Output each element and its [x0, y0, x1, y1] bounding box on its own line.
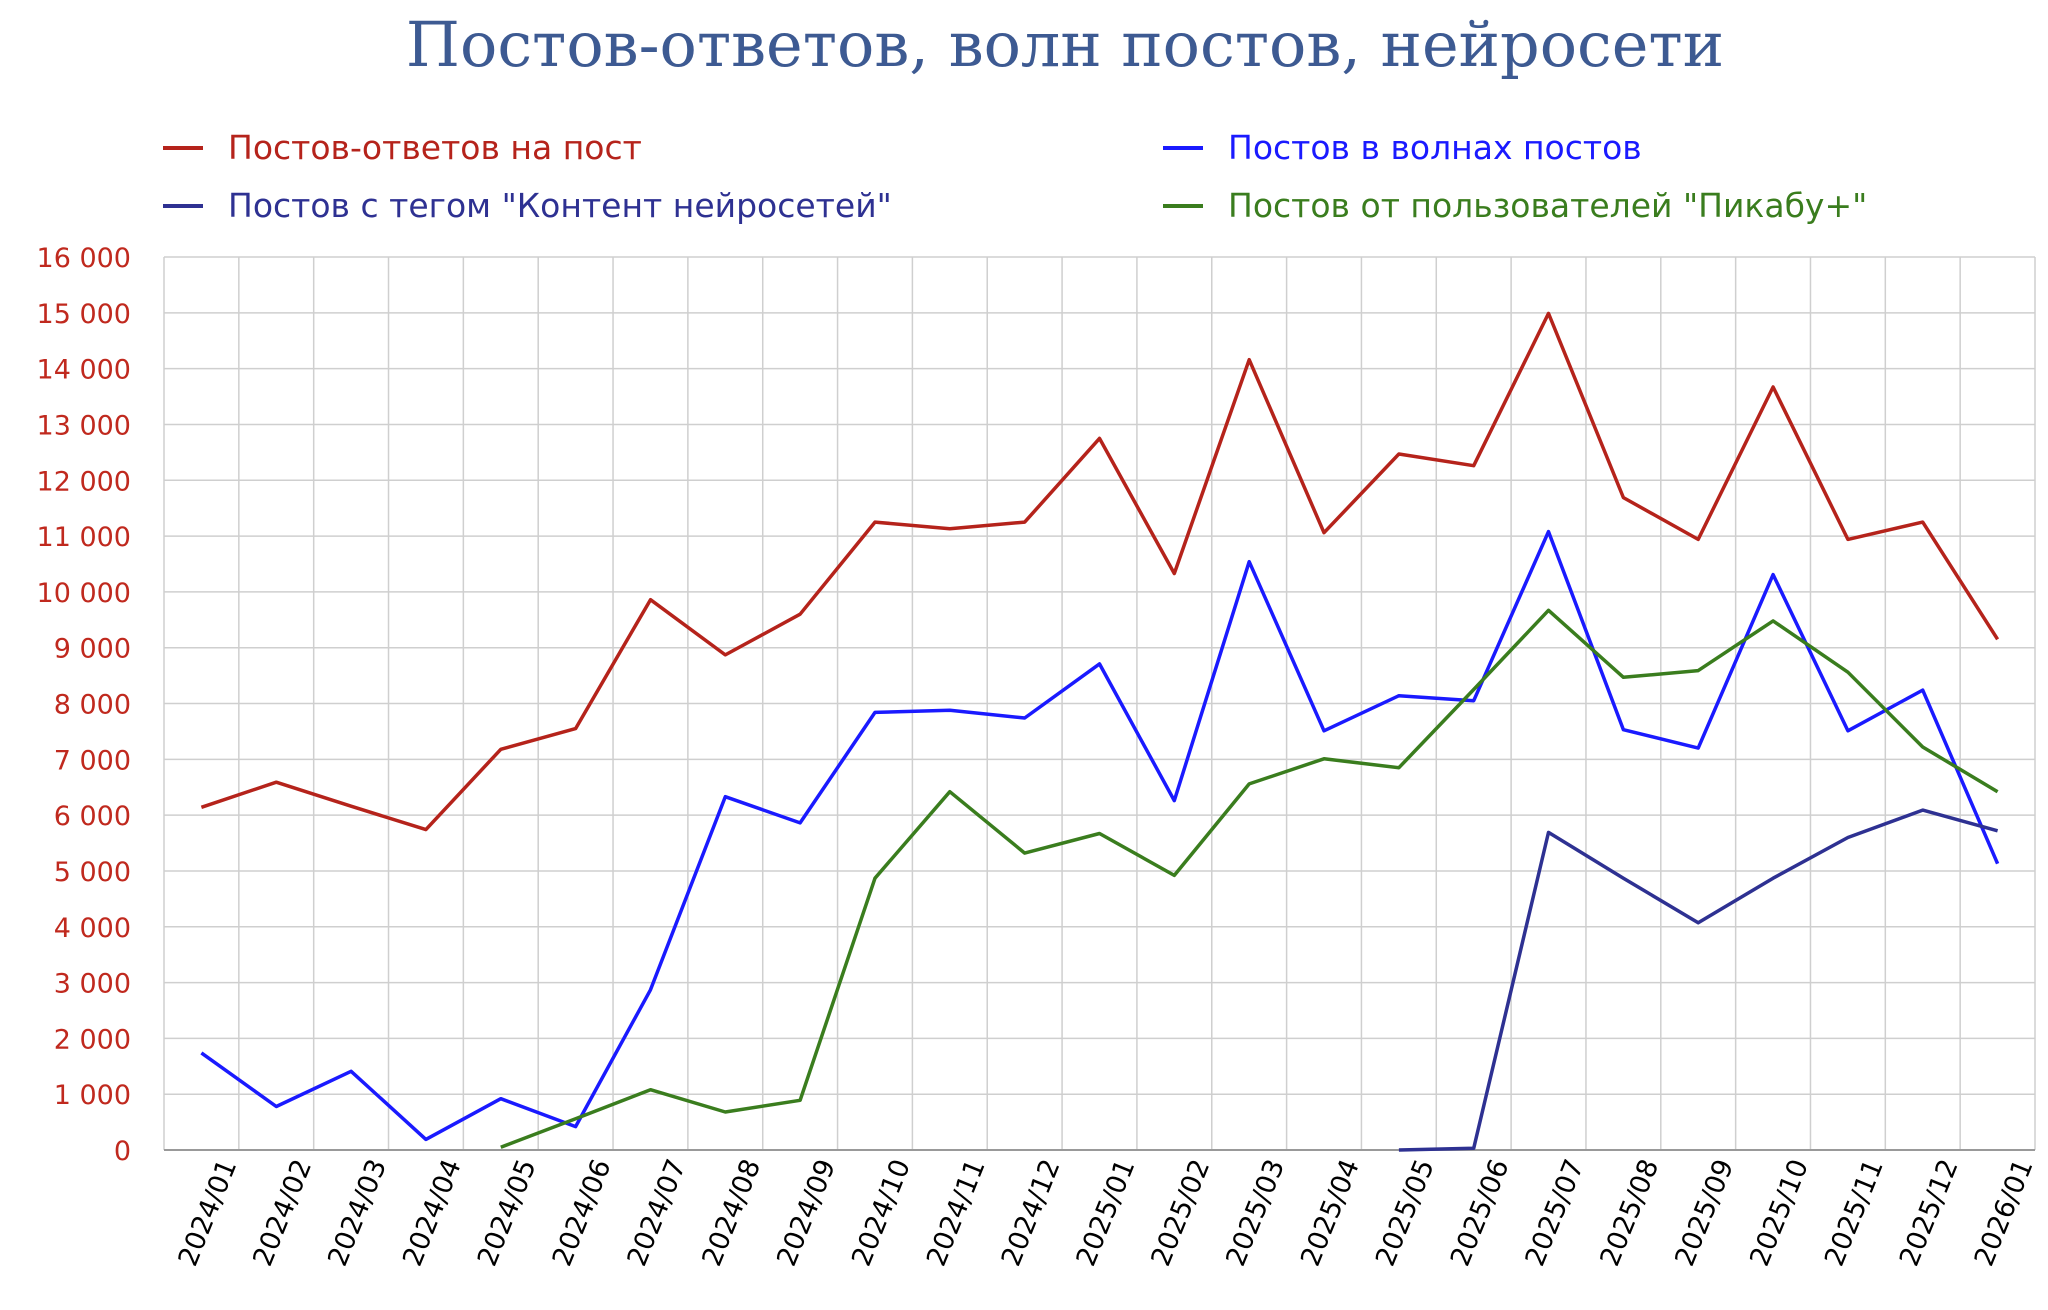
x-tick-label: 2025/12	[1894, 1155, 1965, 1271]
x-tick-label: 2024/08	[696, 1155, 767, 1271]
legend-label: Постов-ответов на пост	[228, 128, 642, 167]
y-tick-label: 9 000	[54, 634, 131, 665]
y-tick-label: 11 000	[37, 522, 131, 553]
y-tick-label: 0	[114, 1136, 131, 1167]
y-tick-label: 14 000	[37, 355, 131, 386]
y-tick-label: 7 000	[54, 745, 131, 776]
y-tick-label: 16 000	[37, 243, 131, 274]
x-tick-label: 2025/04	[1295, 1155, 1366, 1271]
x-tick-label: 2026/01	[1969, 1155, 2040, 1271]
series-line-2	[1398, 808, 1999, 1152]
y-tick-label: 4 000	[54, 913, 131, 944]
series-line-3	[500, 608, 1999, 1149]
y-tick-label: 15 000	[37, 299, 131, 330]
x-tick-label: 2024/03	[322, 1155, 393, 1271]
x-tick-label: 2024/07	[622, 1155, 693, 1271]
y-axis: 0 1 000 2 000 3 000 4 000 5 000 6 000 7 000 8 00…	[37, 243, 131, 1167]
legend: Постов-ответов на пост Постов в волнах по…	[163, 128, 1867, 225]
x-tick-label: 2024/09	[771, 1155, 842, 1271]
x-tick-label: 2025/01	[1071, 1155, 1142, 1271]
x-tick-label: 2024/10	[846, 1155, 917, 1271]
x-tick-label: 2025/07	[1520, 1155, 1591, 1271]
x-tick-label: 2024/12	[996, 1155, 1067, 1271]
chart-title: Постов-ответов, волн постов, нейросети	[406, 8, 1724, 81]
x-tick-label: 2025/08	[1595, 1155, 1666, 1271]
y-tick-label: 10 000	[37, 578, 131, 609]
x-tick-label: 2025/11	[1819, 1155, 1890, 1271]
grid	[163, 256, 2036, 1151]
y-tick-label: 13 000	[37, 410, 131, 441]
x-tick-label: 2025/05	[1370, 1155, 1441, 1271]
legend-label: Постов с тегом "Контент нейросетей"	[228, 186, 892, 225]
y-tick-label: 12 000	[37, 466, 131, 497]
series-line-1	[200, 529, 2000, 1142]
x-tick-label: 2024/02	[247, 1155, 318, 1271]
x-axis: 2024/01 2024/02 2024/03 2024/04 2024/05 2024/…	[173, 1155, 2040, 1271]
x-tick-label: 2024/06	[547, 1155, 618, 1271]
legend-label: Постов в волнах постов	[1228, 128, 1642, 167]
y-tick-label: 6 000	[54, 801, 131, 832]
x-tick-label: 2024/05	[472, 1155, 543, 1271]
series-lines	[200, 311, 2000, 1152]
x-tick-label: 2025/06	[1445, 1155, 1516, 1271]
y-tick-label: 3 000	[54, 969, 131, 1000]
x-tick-label: 2025/03	[1220, 1155, 1291, 1271]
y-tick-label: 2 000	[54, 1024, 131, 1055]
legend-label: Постов от пользователей "Пикабу+"	[1228, 186, 1867, 225]
y-tick-label: 8 000	[54, 690, 131, 721]
x-tick-label: 2025/09	[1669, 1155, 1740, 1271]
x-tick-label: 2025/02	[1145, 1155, 1216, 1271]
x-tick-label: 2024/01	[173, 1155, 244, 1271]
x-tick-label: 2024/04	[397, 1155, 468, 1271]
x-tick-label: 2024/11	[921, 1155, 992, 1271]
y-tick-label: 1 000	[54, 1080, 131, 1111]
series-line-0	[200, 311, 2000, 832]
y-tick-label: 5 000	[54, 857, 131, 888]
x-tick-label: 2025/10	[1744, 1155, 1815, 1271]
